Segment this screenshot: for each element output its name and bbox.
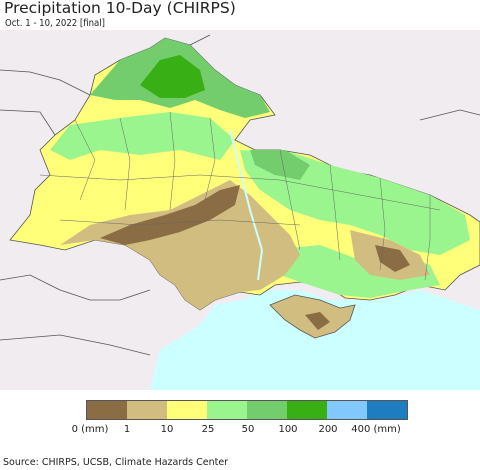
legend-labels: 0 (mm) 1 10 25 50 100 200 400 (mm): [0, 424, 480, 438]
legend-swatch: [327, 401, 367, 419]
country-borders: [0, 34, 480, 356]
map-title: Precipitation 10-Day (CHIRPS): [4, 0, 236, 17]
crimea-dry-core: [305, 312, 330, 330]
legend-label: 200: [318, 424, 338, 435]
legend-swatch: [287, 401, 327, 419]
precipitation-map: [0, 30, 480, 390]
rain-zone-1mm-central: [60, 180, 300, 310]
rain-zone-0mm-east: [375, 245, 410, 272]
source-credit: Source: CHIRPS, UCSB, Climate Hazards Ce…: [3, 457, 229, 468]
rain-zone-100mm: [140, 55, 205, 98]
rain-zone-25mm-north: [50, 112, 235, 160]
dnipro-river: [229, 129, 264, 281]
legend-colorbar: [86, 400, 408, 420]
legend-label: 50: [241, 424, 255, 435]
rain-zone-50mm-east: [250, 150, 310, 180]
legend-swatch: [207, 401, 247, 419]
map-subtitle: Oct. 1 - 10, 2022 [final]: [5, 18, 105, 29]
legend-swatch: [367, 401, 407, 419]
oblast-borders: [39, 111, 441, 281]
legend-swatch: [167, 401, 207, 419]
legend-label: 10: [160, 424, 174, 435]
legend-swatch: [87, 401, 127, 419]
legend-label: 100: [278, 424, 298, 435]
legend-swatch: [247, 401, 287, 419]
legend-swatch: [127, 401, 167, 419]
legend-label: 1: [123, 424, 131, 435]
map-canvas: [0, 30, 480, 390]
legend-label: 25: [201, 424, 215, 435]
legend-label: 400 (mm): [351, 424, 401, 435]
legend-label: 0 (mm): [71, 424, 109, 435]
black-sea: [150, 290, 480, 390]
